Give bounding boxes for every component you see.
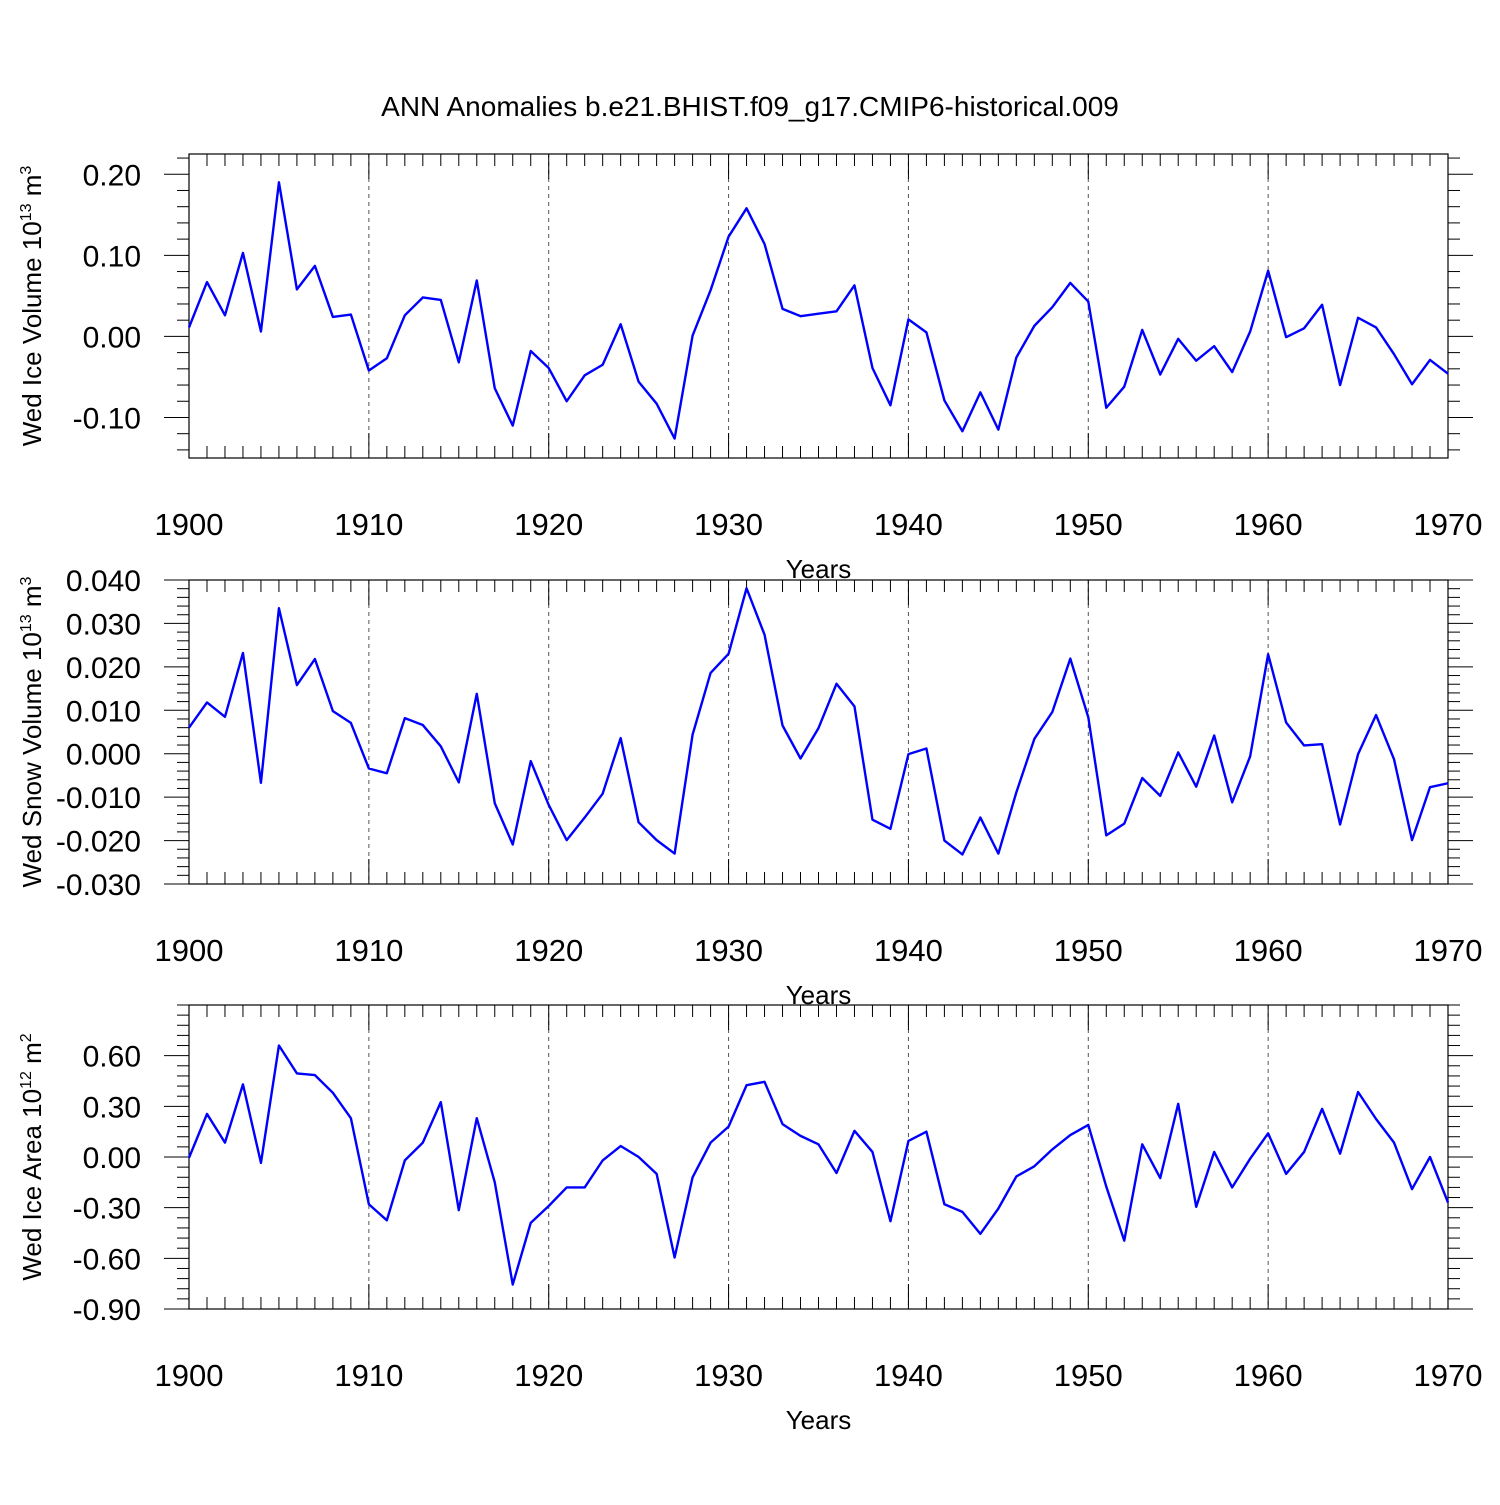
x-tick-label: 1950 — [1054, 507, 1123, 542]
x-tick-label: 1910 — [334, 1358, 403, 1393]
x-axis-label: Years — [786, 554, 852, 584]
y-axis-label-unit: m — [17, 1042, 47, 1071]
y-tick-label: 0.00 — [83, 1142, 141, 1175]
y-tick-label: -0.020 — [56, 826, 141, 859]
panel-snow-volume: -0.030 -0.020 -0.010 0.000 0.010 0.020 0.030 0.… — [17, 565, 1482, 1010]
panel-ice-volume: -0.10 0.00 0.10 0.20 1900 1910 1920 1930 1940 195… — [17, 153, 1483, 584]
x-tick-label: 1920 — [514, 1358, 583, 1393]
y-tick-label: 0.030 — [66, 608, 141, 641]
x-tick-label: 1960 — [1234, 933, 1303, 968]
x-tick-label: 1920 — [514, 933, 583, 968]
chart-title: ANN Anomalies b.e21.BHIST.f09_g17.CMIP6-… — [381, 91, 1119, 122]
series-line-wed-snow-volume — [188, 587, 1449, 856]
x-tick-label: 1920 — [514, 507, 583, 542]
y-tick-label: -0.10 — [73, 402, 141, 435]
y-tick-label: 0.10 — [83, 240, 141, 273]
y-axis-label-exponent: 12 — [18, 1071, 35, 1089]
y-tick-label: 0.20 — [83, 159, 141, 192]
x-tick-label: 1900 — [155, 1358, 224, 1393]
series-line-wed-ice-area — [187, 1044, 1450, 1286]
y-tick-label: 0.010 — [66, 695, 141, 728]
x-tick-label: 1960 — [1234, 1358, 1303, 1393]
y-tick-label: 0.60 — [83, 1041, 141, 1074]
y-tick-label: 0.30 — [83, 1091, 141, 1124]
y-tick-label: 0.020 — [66, 652, 141, 685]
x-tick-label: 1950 — [1054, 1358, 1123, 1393]
y-axis-label: Wed Snow Volume 1013 m3 — [17, 576, 47, 887]
y-axis-label-unit: m — [17, 585, 47, 614]
y-tick-label: -0.90 — [73, 1294, 141, 1327]
x-tick-label: 1950 — [1054, 933, 1123, 968]
y-axis-label: Wed Ice Volume 1013 m3 — [17, 166, 47, 447]
x-tick-label: 1910 — [334, 933, 403, 968]
x-tick-label: 1910 — [334, 507, 403, 542]
y-axis-label-text: Wed Snow Volume 10 — [17, 632, 47, 887]
y-axis-label-text: Wed Ice Volume 10 — [17, 221, 47, 446]
x-tick-label: 1900 — [155, 933, 224, 968]
y-axis-label-exponent: 13 — [18, 203, 35, 221]
y-axis-label-unit-exponent: 3 — [18, 166, 35, 175]
y-axis-label-unit-exponent: 2 — [18, 1033, 35, 1042]
x-tick-label: 1940 — [874, 933, 943, 968]
x-tick-label: 1940 — [874, 1358, 943, 1393]
y-axis-label-unit: m — [17, 175, 47, 204]
x-tick-label: 1970 — [1414, 507, 1483, 542]
y-tick-label: -0.60 — [73, 1243, 141, 1276]
y-axis-label: Wed Ice Area 1012 m2 — [17, 1033, 47, 1280]
x-tick-label: 1930 — [694, 507, 763, 542]
x-tick-label: 1940 — [874, 507, 943, 542]
x-tick-label: 1960 — [1234, 507, 1303, 542]
y-tick-label: 0.000 — [66, 739, 141, 772]
y-tick-label: 0.00 — [83, 321, 141, 354]
y-axis-label-exponent: 13 — [18, 614, 35, 632]
series-line-wed-ice-volume — [187, 181, 1449, 440]
y-axis-label-unit-exponent: 3 — [18, 576, 35, 585]
x-tick-label: 1970 — [1414, 933, 1483, 968]
x-tick-label: 1970 — [1414, 1358, 1483, 1393]
y-tick-label: -0.30 — [73, 1193, 141, 1226]
x-tick-label: 1900 — [155, 507, 224, 542]
x-tick-label: 1930 — [694, 933, 763, 968]
y-tick-label: -0.030 — [56, 869, 141, 902]
panel-ice-area: -0.90 -0.60 -0.30 0.00 0.30 0.60 1900 1910 1920 1… — [17, 1004, 1483, 1435]
x-tick-label: 1930 — [694, 1358, 763, 1393]
y-tick-label: -0.010 — [56, 782, 141, 815]
y-tick-label: 0.040 — [66, 565, 141, 598]
y-axis-label-text: Wed Ice Area 10 — [17, 1089, 47, 1281]
x-axis-label: Years — [786, 1405, 852, 1435]
